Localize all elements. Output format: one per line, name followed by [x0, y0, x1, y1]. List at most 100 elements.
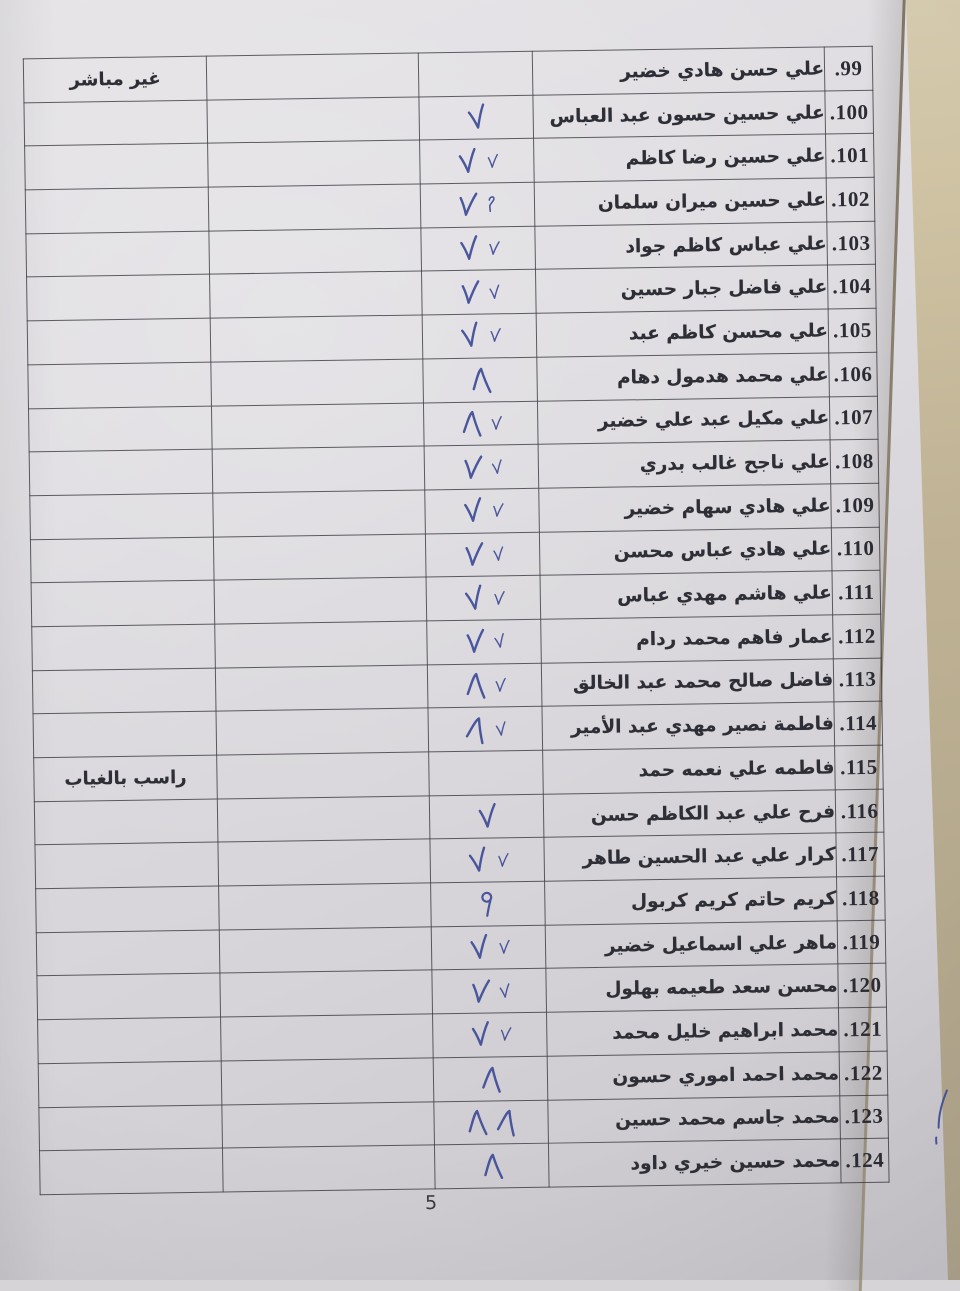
- empty-middle-cell: [216, 751, 430, 799]
- roster-table-sheet: 99. علي حسن هادي خضير غير مباشر 100. علي حسي…: [23, 46, 890, 1195]
- table-row: 109. علي هادي سهام خضير: [29, 483, 880, 540]
- student-name-cell: علي هاشم مهدي عباس: [540, 571, 833, 620]
- handwritten-marks-cell: [431, 968, 547, 1015]
- row-number-cell: 115.: [834, 745, 884, 790]
- ink-mark-v-icon: [461, 279, 479, 304]
- empty-middle-cell: [206, 96, 420, 144]
- table-row: 118. كريم حاتم كريم كربول: [35, 876, 886, 933]
- table-row: 100. علي حسين حسون عبد العباس: [23, 89, 874, 147]
- ink-mark-seven-icon: [462, 411, 482, 438]
- row-number-cell: 101.: [825, 133, 875, 179]
- ink-mark-v-icon: [478, 803, 496, 828]
- row-number-cell: 103.: [826, 220, 876, 266]
- handwritten-marks-cell: [418, 94, 534, 141]
- table-row: 111. علي هاشم مهدي عباس: [31, 570, 881, 627]
- handwritten-marks-cell: [427, 662, 542, 709]
- ink-mark-v-icon: [458, 147, 476, 173]
- status-note-cell: [27, 318, 211, 365]
- ink-mark-vs-icon: [497, 852, 509, 867]
- student-name-cell: علي هادي عباس محسن: [539, 527, 832, 576]
- handwritten-marks-cell: [428, 750, 544, 796]
- student-name-cell: فاطمة نصير مهدي عبد الأمير: [541, 702, 835, 751]
- ink-mark-seven-icon: [483, 1153, 503, 1180]
- student-name-cell: علي عباس كاظم جواد: [534, 221, 828, 270]
- table-row: 107. علي مكيل عبد علي خضير: [28, 395, 879, 452]
- status-note-cell: [24, 143, 209, 190]
- status-note-cell: [25, 187, 209, 234]
- student-roster-table: 99. علي حسن هادي خضير غير مباشر 100. علي حسي…: [23, 46, 890, 1195]
- ink-mark-v-icon: [463, 497, 481, 523]
- handwritten-marks-cell: [426, 575, 541, 621]
- student-name-cell: علي حسن هادي خضير: [532, 46, 825, 95]
- row-number-cell: 112.: [832, 614, 882, 659]
- student-name-cell: فاطمه علي نعمه حمد: [542, 745, 836, 794]
- table-row: 121. محمد ابراهيم خليل محمد: [37, 1007, 888, 1064]
- table-row: 103. علي عباس كاظم جواد: [25, 220, 876, 278]
- handwritten-marks-cell: [418, 51, 533, 97]
- student-name-cell: علي هادي سهام خضير: [538, 483, 832, 532]
- row-number-cell: 118.: [836, 876, 886, 921]
- row-number-cell: 122.: [839, 1050, 888, 1096]
- student-name-cell: كريم حاتم كريم كربول: [544, 876, 838, 925]
- student-name-cell: علي فاضل جبار حسين: [535, 265, 829, 314]
- empty-middle-cell: [212, 446, 425, 493]
- status-note-cell: [34, 798, 218, 846]
- empty-middle-cell: [208, 227, 422, 275]
- ink-mark-v-icon: [468, 846, 485, 872]
- ink-mark-vs-icon: [499, 983, 509, 998]
- status-note-cell: [35, 886, 220, 933]
- empty-middle-cell: [219, 926, 432, 974]
- row-number-cell: 110.: [831, 526, 880, 572]
- table-row: 102. علي حسين ميران سلمان: [25, 177, 875, 234]
- ink-mark-v-icon: [467, 103, 484, 129]
- student-name-cell: ماهر علي اسماعيل خضير: [545, 920, 838, 969]
- table-row: 122. محمد احمد اموري حسون: [38, 1050, 888, 1108]
- table-row: 119. ماهر علي اسماعيل خضير: [36, 919, 886, 977]
- ink-mark-nine-icon: [480, 892, 492, 918]
- student-name-cell: محمد ابراهيم خليل محمد: [546, 1007, 840, 1057]
- handwritten-marks-cell: [429, 837, 545, 883]
- handwritten-marks-cell: [433, 1056, 548, 1102]
- row-number-cell: 100.: [824, 89, 874, 135]
- ink-mark-seven-icon: [465, 717, 484, 745]
- empty-middle-cell: [219, 970, 433, 1018]
- table-row: 101. علي حسين رضا كاظم: [24, 133, 875, 190]
- ink-mark-v-icon: [464, 584, 481, 610]
- page-number: 5: [424, 1191, 438, 1215]
- row-number-cell: 123.: [839, 1094, 889, 1140]
- ink-mark-v-icon: [464, 542, 483, 566]
- ink-mark-seven-icon: [466, 673, 485, 700]
- empty-middle-cell: [214, 620, 428, 668]
- row-number-cell: 124.: [840, 1138, 890, 1183]
- row-number-cell: 105.: [828, 308, 877, 353]
- status-note-cell: [28, 405, 213, 452]
- handwritten-marks-cell: [424, 488, 540, 534]
- handwritten-marks-cell: [423, 400, 539, 447]
- table-row: 104. علي فاضل جبار حسين: [26, 264, 877, 321]
- status-note-cell: [31, 580, 215, 627]
- status-note-cell: [25, 230, 210, 278]
- student-name-cell: محمد احمد اموري حسون: [547, 1051, 840, 1100]
- table-row: 117. كرار علي عبد الحسين طاهر: [34, 832, 885, 889]
- table-row: 112. عمار فاهم محمد ردام: [31, 614, 882, 671]
- status-note-cell: [31, 624, 216, 671]
- handwritten-marks-cell: [420, 226, 536, 272]
- ink-mark-v-icon: [469, 933, 487, 959]
- ink-mark-vs-icon: [491, 458, 502, 474]
- empty-middle-cell: [217, 795, 430, 843]
- ink-mark-seven-icon: [468, 1110, 488, 1136]
- status-note-cell: غير مباشر: [23, 56, 207, 103]
- handwritten-marks-cell: [419, 138, 535, 185]
- ink-mark-vs-icon: [493, 590, 505, 605]
- status-note-cell: [39, 1148, 224, 1195]
- ink-mark-v-icon: [459, 192, 477, 217]
- ink-mark-vs-icon: [493, 633, 504, 649]
- empty-middle-cell: [209, 271, 423, 319]
- ink-mark-vs-icon: [492, 546, 503, 561]
- student-name-cell: علي حسين رضا كاظم: [533, 134, 827, 183]
- table-row: 108. علي ناجح غالب بدري: [29, 439, 879, 496]
- handwritten-marks-cell: [424, 444, 539, 490]
- row-number-cell: 108.: [830, 439, 879, 484]
- student-name-cell: محمد حسين خيري داود: [548, 1139, 842, 1188]
- empty-middle-cell: [211, 402, 425, 450]
